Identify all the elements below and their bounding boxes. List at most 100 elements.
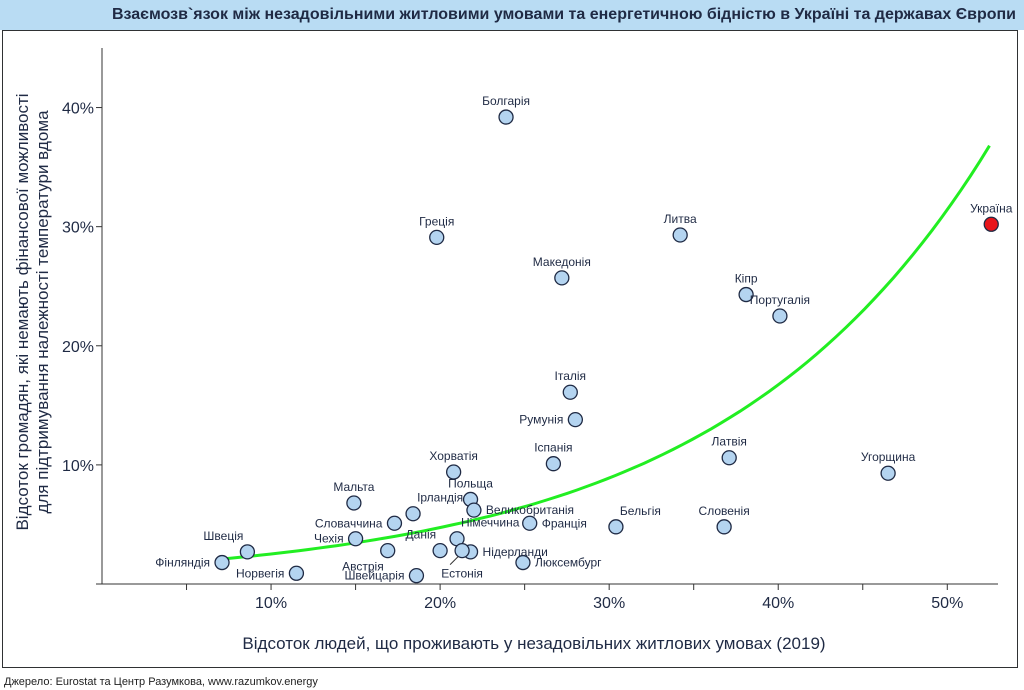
data-point-group: Бельгія xyxy=(608,504,661,535)
data-point-label: Швейцарія xyxy=(344,569,404,583)
label-leader xyxy=(449,556,459,566)
data-point-label: Україна xyxy=(970,201,1013,215)
data-point-group: Австрія xyxy=(342,542,396,574)
data-point-group: Словенія xyxy=(699,504,750,535)
data-point-group: Німеччина xyxy=(449,516,520,547)
data-point xyxy=(608,519,624,535)
tick-labels: 10% 20% 30% 40% 50% 10% 20% 30% 40% xyxy=(62,101,963,612)
data-point-group: Швейцарія xyxy=(344,568,425,584)
y-axis-title-line: Відсоток громадян, які немають фінансово… xyxy=(13,93,32,530)
x-tick-label: 30% xyxy=(593,595,625,612)
data-point xyxy=(432,542,448,559)
x-tick-label: 50% xyxy=(931,595,963,612)
data-point-label: Бельгія xyxy=(620,504,661,518)
data-point xyxy=(498,109,514,125)
trendline-group xyxy=(221,144,991,561)
data-point-label: Хорватія xyxy=(429,449,478,463)
data-point-label: Італія xyxy=(555,369,587,383)
y-tick-label: 10% xyxy=(62,458,94,475)
data-point-group: Португалія xyxy=(750,293,810,324)
data-point-group: Словаччина xyxy=(315,515,403,531)
data-point-label: Португалія xyxy=(750,293,810,307)
data-point-group: Данія xyxy=(406,528,448,559)
data-point xyxy=(466,502,482,518)
trendline xyxy=(221,144,991,561)
data-point-group: Румунія xyxy=(519,411,584,428)
data-point-label: Польща xyxy=(448,476,493,490)
data-point-group: Хорватія xyxy=(429,449,478,480)
data-point-label: Словаччина xyxy=(315,516,383,530)
data-point xyxy=(429,229,445,246)
data-point-label: Фінляндія xyxy=(155,556,210,570)
data-point-label: Іспанія xyxy=(534,441,572,455)
data-point-label: Данія xyxy=(406,528,437,542)
data-point-label: Німеччина xyxy=(461,516,520,530)
data-point-label: Ірландія xyxy=(417,491,463,505)
data-point-group: Франція xyxy=(522,515,587,531)
data-point xyxy=(772,308,788,324)
data-point-group: Греція xyxy=(419,214,454,246)
data-point-label: Естонія xyxy=(441,567,483,581)
data-point-label: Болгарія xyxy=(482,94,530,108)
data-point xyxy=(567,411,584,428)
data-point-label: Норвегія xyxy=(236,566,284,580)
data-point-group: Великобританія xyxy=(466,502,574,518)
title-bar: Взаємозв`язок між незадовільними житлови… xyxy=(0,0,1024,30)
data-point-label: Франція xyxy=(542,516,587,530)
data-point xyxy=(880,465,896,481)
x-tick-label: 10% xyxy=(255,595,287,612)
data-point-group: Швеція xyxy=(203,529,256,560)
data-point-group: Люксембург xyxy=(515,554,602,571)
data-point-group: Фінляндія xyxy=(155,554,230,571)
data-point-label: Чехія xyxy=(314,532,344,546)
data-point-group: Італія xyxy=(555,369,587,400)
data-point xyxy=(214,554,230,571)
data-point xyxy=(545,456,562,472)
data-point xyxy=(454,542,470,559)
axis-titles: Відсоток людей, що проживають у незадові… xyxy=(13,93,826,653)
data-point-label: Румунія xyxy=(519,413,563,427)
data-point-group: Литва xyxy=(664,212,697,243)
data-point-group: Норвегія xyxy=(236,565,305,581)
data-point-label: Люксембург xyxy=(535,556,602,570)
data-point-label: Угорщина xyxy=(861,450,916,464)
data-point xyxy=(522,515,538,531)
points-group: Болгарія Греція Литва Македонія Кіпр Португал… xyxy=(155,94,1013,584)
data-point-label: Македонія xyxy=(533,255,591,269)
data-point xyxy=(347,531,364,547)
chart-title: Взаємозв`язок між незадовільними житлови… xyxy=(111,6,1016,23)
data-point xyxy=(738,286,754,303)
data-point-group: Кіпр xyxy=(735,272,758,303)
data-point-label: Литва xyxy=(664,212,697,226)
data-point-group: Болгарія xyxy=(482,94,530,125)
chart-frame xyxy=(2,30,1018,668)
data-point-label: Австрія xyxy=(342,560,384,574)
x-axis-title: Відсоток людей, що проживають у незадові… xyxy=(242,634,825,653)
data-point xyxy=(983,216,999,232)
data-point xyxy=(672,227,688,243)
data-point xyxy=(721,450,737,466)
y-tick-label: 30% xyxy=(62,220,94,237)
data-point-group: Латвія xyxy=(712,435,747,466)
y-tick-label: 20% xyxy=(62,339,94,356)
x-tick-label: 20% xyxy=(424,595,456,612)
x-tick-label: 40% xyxy=(762,595,794,612)
data-point-group: Македонія xyxy=(533,255,591,286)
data-point xyxy=(562,384,578,400)
data-point-group: Україна xyxy=(970,201,1013,232)
data-point xyxy=(515,554,531,571)
data-point xyxy=(408,568,425,584)
data-point-label: Швеція xyxy=(203,529,243,543)
data-point-group: Іспанія xyxy=(534,441,573,472)
data-point xyxy=(716,519,732,535)
data-point-label: Нідерланди xyxy=(483,545,548,559)
axes xyxy=(96,48,998,590)
data-point-group: Мальта xyxy=(333,480,375,511)
source-note: Джерело: Eurostat та Центр Разумкова, ww… xyxy=(4,676,318,688)
data-point xyxy=(386,515,403,531)
data-point-group: Угорщина xyxy=(861,450,916,481)
data-point-label: Великобританія xyxy=(486,503,574,517)
data-point xyxy=(346,495,362,511)
data-point xyxy=(380,542,396,559)
